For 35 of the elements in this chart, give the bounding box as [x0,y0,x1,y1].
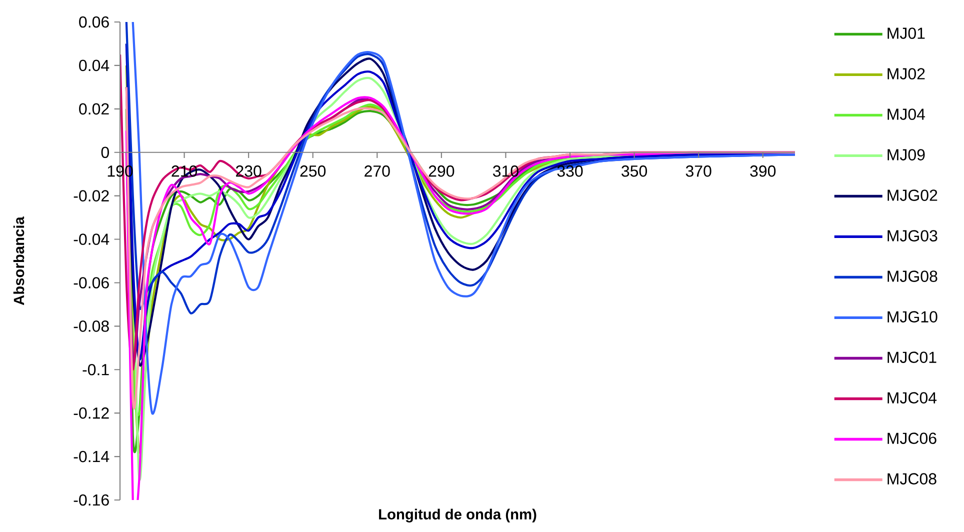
y-tick-label: 0.06 [79,16,109,28]
x-tick-label: 290 [428,165,454,177]
y-tick-label: 0.02 [79,103,109,115]
x-tick-label: 330 [557,165,583,177]
x-tick-label: 350 [622,165,648,177]
y-tick-label: -0.06 [74,277,109,288]
y-tick-label: 0 [101,146,109,158]
legend-label: MJG03 [888,230,938,242]
y-tick-label: -0.08 [74,320,109,332]
line-series [132,22,796,414]
y-tick-label: -0.14 [74,450,110,462]
x-tick-label: 250 [300,165,326,177]
x-axis-title: Longitud de onda (nm) [379,508,536,522]
y-tick-label: -0.1 [82,364,109,376]
legend-label: MJG10 [888,311,938,322]
y-tick-label: -0.12 [74,407,109,419]
legend-label: MJ09 [888,149,925,160]
y-tick-label: -0.04 [74,234,110,245]
x-tick-label: 230 [236,165,262,177]
y-axis-title: Absorbancia [13,216,24,306]
legend-label: MJC04 [888,392,937,404]
y-tick-label: -0.16 [74,494,109,506]
legend-label: MJ02 [888,68,925,80]
legend-label: MJG02 [888,190,938,201]
legend-label: MJ04 [888,108,926,120]
x-tick-label: 370 [686,165,712,177]
x-tick-label: 390 [750,165,776,177]
legend-label: MJC01 [888,352,936,363]
y-tick-label: -0.02 [74,190,109,202]
legend-label: MJG08 [888,270,938,282]
y-tick-label: 0.04 [79,60,110,72]
legend-label: MJ01 [888,28,925,39]
x-tick-label: 270 [364,165,390,177]
legend-label: MJC06 [888,432,936,444]
legend-label: MJC08 [888,473,936,484]
